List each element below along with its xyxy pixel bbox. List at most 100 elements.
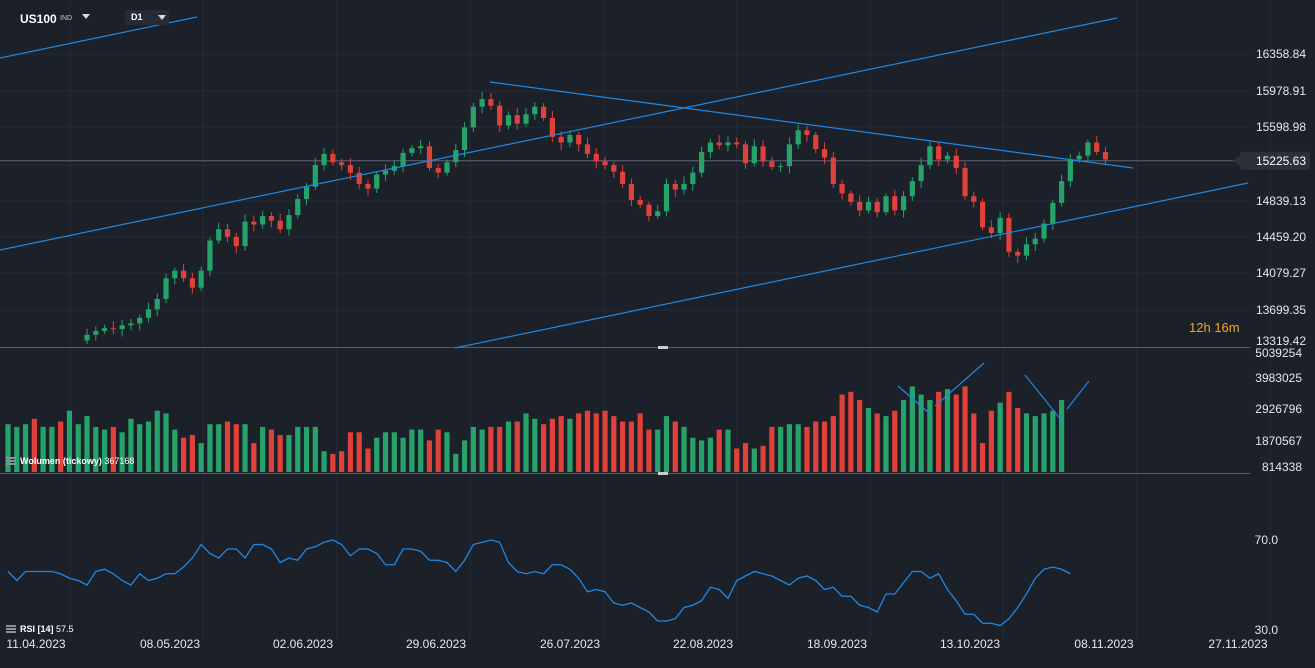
candle: [523, 114, 529, 124]
candle: [821, 149, 828, 158]
volume-bar: [339, 451, 345, 472]
volume-bar: [93, 426, 99, 472]
volume-bar: [40, 426, 46, 472]
volume-bar: [400, 437, 406, 472]
candle: [646, 204, 652, 217]
volume-bar: [936, 391, 942, 472]
volume-bar: [453, 453, 459, 472]
volume-bar: [277, 435, 283, 472]
candle: [672, 183, 678, 190]
candle: [277, 220, 283, 230]
candle: [189, 278, 195, 288]
symbol-dropdown-chevron-icon[interactable]: [82, 14, 90, 19]
candle: [409, 148, 415, 153]
volume-bar: [14, 426, 20, 472]
timeframe-label: D1: [131, 12, 143, 22]
candle: [786, 144, 793, 167]
candle: [611, 165, 617, 172]
indicator-menu-icon[interactable]: [6, 625, 16, 633]
current-price-label: 15225.63: [1256, 154, 1306, 168]
candle: [488, 99, 494, 106]
candle: [163, 278, 169, 299]
candle: [128, 323, 134, 326]
volume-bar: [189, 435, 195, 472]
rsi-legend-value: 57.5: [56, 624, 74, 634]
volume-legend-label: Wolumen (tickowy): [20, 456, 102, 466]
candle: [497, 105, 503, 126]
candle: [435, 167, 441, 173]
volume-bar: [514, 421, 520, 472]
candle: [760, 146, 766, 162]
volume-bar: [1050, 410, 1056, 472]
volume-bar: [128, 418, 134, 472]
price-tick-label: 13699.35: [1256, 303, 1306, 317]
current-price-badge: [1240, 151, 1310, 170]
timeframe-select[interactable]: D1: [125, 10, 169, 25]
candle: [242, 221, 248, 247]
volume-bar: [655, 429, 661, 472]
candle: [979, 201, 986, 228]
volume-bar: [181, 437, 187, 472]
volume-bar: [58, 421, 64, 472]
volume-bar: [769, 426, 775, 472]
volume-bar: [49, 426, 55, 472]
candle: [839, 183, 845, 194]
candle: [532, 106, 538, 115]
candle: [778, 166, 784, 168]
candle: [1076, 155, 1082, 160]
volume-bar: [821, 421, 828, 472]
candle: [857, 201, 863, 211]
candle: [593, 153, 599, 162]
volume-bar: [672, 421, 678, 472]
chart-grid: [0, 0, 1271, 640]
candle: [795, 130, 801, 145]
candle: [1067, 159, 1073, 182]
current-price-badge-pointer: [1233, 155, 1240, 166]
symbol-label[interactable]: US100: [20, 12, 57, 26]
candle: [1032, 238, 1038, 245]
volume-bar: [620, 421, 626, 472]
volume-bar: [892, 410, 898, 472]
volume-bar: [75, 424, 81, 472]
volume-bar: [198, 443, 204, 472]
candle: [453, 150, 459, 163]
candle: [339, 162, 345, 166]
volume-tick-label: 1870567: [1255, 434, 1302, 448]
date-tick-label: 02.06.2023: [273, 637, 333, 651]
candle: [93, 331, 99, 335]
candle: [620, 171, 626, 184]
candle: [172, 270, 178, 279]
volume-bar: [216, 424, 222, 472]
rsi-legend-label: RSI [14]: [20, 624, 54, 634]
candle: [971, 196, 977, 202]
candle: [260, 216, 266, 225]
candle: [514, 115, 520, 124]
volume-bar: [611, 416, 617, 472]
candle: [321, 153, 327, 166]
volume-bar: [461, 440, 468, 472]
volume-bar: [251, 443, 257, 472]
volume-bar: [233, 424, 239, 472]
candle: [400, 152, 406, 167]
volume-bar: [707, 437, 713, 472]
candle: [365, 183, 371, 189]
rsi-line: [7, 539, 1071, 627]
candle: [347, 165, 354, 173]
indicator-menu-icon[interactable]: [6, 457, 16, 465]
candle: [734, 142, 740, 145]
price-tick-label: 13319.42: [1256, 334, 1306, 348]
candle: [418, 146, 424, 149]
volume-bar: [839, 394, 845, 472]
volume-trend-line: [934, 362, 985, 407]
price-tick-label: 14459.20: [1256, 230, 1306, 244]
volume-bar: [874, 413, 880, 472]
volume-bar: [154, 410, 160, 472]
candle: [883, 196, 889, 213]
candle: [936, 146, 942, 160]
candle: [251, 221, 257, 225]
volume-bar: [593, 413, 599, 472]
volume-bar: [31, 418, 37, 472]
volume-bar: [602, 410, 608, 472]
volume-bar: [1059, 399, 1065, 472]
